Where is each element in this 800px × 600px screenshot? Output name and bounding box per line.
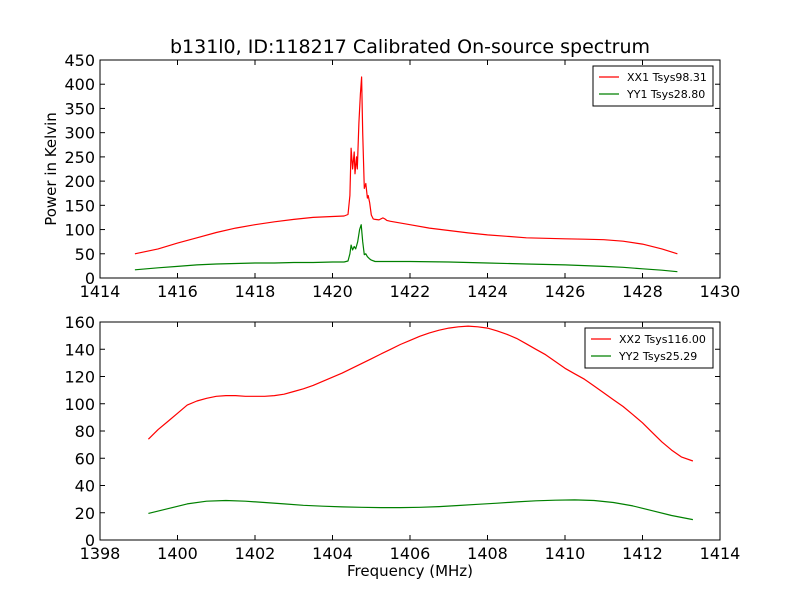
bottom-spectrum-panel: 1398 1400 1402 1404 1406 1408 1410 1412 1414 0 20 4… [64, 313, 740, 580]
y-tick-label: 50 [75, 245, 95, 264]
x-tick-label: 1404 [312, 544, 353, 563]
y-axis-label: Power in Kelvin [42, 112, 60, 226]
x-tick-label: 1420 [312, 282, 353, 301]
x-tick-label: 1408 [467, 544, 508, 563]
y-tick-label: 160 [64, 313, 95, 332]
y-tick-label: 200 [64, 172, 95, 191]
y-tick-label: 40 [75, 477, 95, 496]
y-tick-label: 350 [64, 99, 95, 118]
x-tick-label: 1398 [80, 544, 121, 563]
legend-entry: XX2 Tsys116.00 [619, 333, 706, 346]
legend-box [584, 327, 714, 369]
legend-entry: YY2 Tsys25.29 [618, 350, 697, 363]
x-tick-label: 1414 [80, 282, 121, 301]
y-tick-label: 150 [64, 196, 95, 215]
x-tick-label: 1412 [622, 544, 663, 563]
y-tick-label: 300 [64, 124, 95, 143]
legend-entry: YY1 Tsys28.80 [626, 88, 705, 101]
x-tick-label: 1410 [545, 544, 586, 563]
y-tick-label: 140 [64, 340, 95, 359]
y-tick-label: 100 [64, 395, 95, 414]
y-tick-label: 100 [64, 221, 95, 240]
y-tick-label: 80 [75, 422, 95, 441]
y-tick-label: 250 [64, 148, 95, 167]
y-tick-label: 120 [64, 368, 95, 387]
series-line-0-0 [134, 76, 678, 255]
legend-entry: XX1 Tsys98.31 [627, 71, 707, 84]
y-tick-label: 20 [75, 504, 95, 523]
x-axis-label: Frequency (MHz) [347, 562, 473, 580]
x-tick-label: 1424 [467, 282, 508, 301]
legend-box [592, 65, 714, 107]
y-tick-label: 0 [85, 531, 95, 550]
x-tick-label: 1400 [157, 544, 198, 563]
x-tick-label: 1406 [390, 544, 431, 563]
series-line-1-1 [148, 499, 694, 521]
series-line-1-0 [147, 325, 694, 462]
x-tick-label: 1402 [235, 544, 276, 563]
y-tick-label: 450 [64, 51, 95, 70]
x-tick-label: 1428 [622, 282, 663, 301]
x-tick-label: 1426 [545, 282, 586, 301]
x-tick-label: 1414 [700, 544, 741, 563]
top-spectrum-panel: 1414 1416 1418 1420 1422 1424 1426 1428 1430 0 50 1… [42, 51, 740, 301]
legend: XX1 Tsys98.31 YY1 Tsys28.80 [592, 65, 714, 107]
y-tick-label: 400 [64, 75, 95, 94]
y-tick-label: 0 [85, 269, 95, 288]
x-tick-label: 1422 [390, 282, 431, 301]
y-tick-label: 60 [75, 449, 95, 468]
legend: XX2 Tsys116.00 YY2 Tsys25.29 [584, 327, 714, 369]
series-line-0-1 [134, 224, 678, 273]
x-tick-label: 1418 [235, 282, 276, 301]
x-tick-label: 1416 [157, 282, 198, 301]
x-tick-label: 1430 [700, 282, 741, 301]
chart-title: b131l0, ID:118217 Calibrated On-source s… [170, 36, 650, 58]
